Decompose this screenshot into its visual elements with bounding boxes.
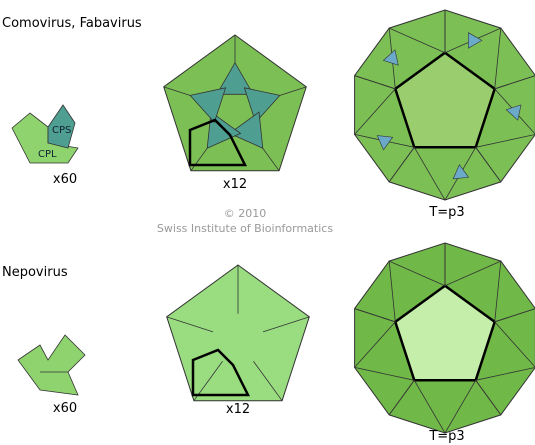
facet bbox=[354, 75, 396, 90]
shapes bbox=[11, 9, 535, 434]
cps-patch bbox=[452, 164, 470, 180]
facet bbox=[354, 308, 396, 323]
capsid-label: T=p3 bbox=[428, 205, 464, 220]
cps-patch bbox=[376, 135, 394, 151]
credit-year: © 2010 bbox=[224, 207, 267, 220]
edge bbox=[166, 316, 214, 333]
facet bbox=[388, 146, 415, 183]
cps-patch bbox=[468, 32, 483, 49]
capsid-label: T=p3 bbox=[428, 429, 464, 444]
cps-blade bbox=[189, 87, 227, 124]
cps-blade bbox=[216, 62, 254, 95]
row-title: Comovirus, Fabavirus bbox=[2, 16, 142, 31]
cps-unit bbox=[47, 104, 76, 149]
unit-label: x60 bbox=[53, 401, 77, 416]
cps-patch bbox=[505, 104, 522, 121]
center-face bbox=[393, 284, 497, 382]
cps-patch bbox=[382, 49, 399, 66]
facet bbox=[475, 379, 502, 416]
facet bbox=[388, 260, 446, 322]
pentamer bbox=[163, 34, 307, 172]
center-face bbox=[393, 51, 497, 149]
credit-org: Swiss Institute of Bioinformatics bbox=[157, 222, 333, 235]
facet bbox=[475, 146, 502, 183]
facet bbox=[353, 88, 415, 148]
facet bbox=[494, 75, 535, 90]
facet bbox=[475, 321, 535, 381]
highlight bbox=[188, 118, 248, 167]
unit bbox=[17, 334, 86, 396]
facet bbox=[388, 379, 415, 416]
edge bbox=[253, 361, 283, 401]
pentamer-label: x12 bbox=[226, 402, 250, 417]
facet bbox=[444, 260, 502, 322]
facet bbox=[475, 88, 535, 148]
unit-label: x60 bbox=[53, 172, 77, 187]
facet bbox=[388, 27, 446, 89]
facet bbox=[444, 27, 502, 89]
facet bbox=[353, 321, 415, 381]
highlight bbox=[191, 348, 251, 397]
edge bbox=[262, 316, 310, 333]
cpl-label: CPL bbox=[38, 149, 57, 160]
facet bbox=[413, 147, 477, 201]
pentamer-label: x12 bbox=[223, 177, 247, 192]
cps-blade bbox=[243, 87, 281, 124]
facet bbox=[494, 308, 535, 323]
cps-label: CPS bbox=[52, 125, 71, 136]
pentamer bbox=[166, 264, 310, 402]
cps-blade bbox=[228, 111, 264, 149]
row-title: Nepovirus bbox=[2, 265, 68, 280]
facet bbox=[413, 380, 477, 434]
